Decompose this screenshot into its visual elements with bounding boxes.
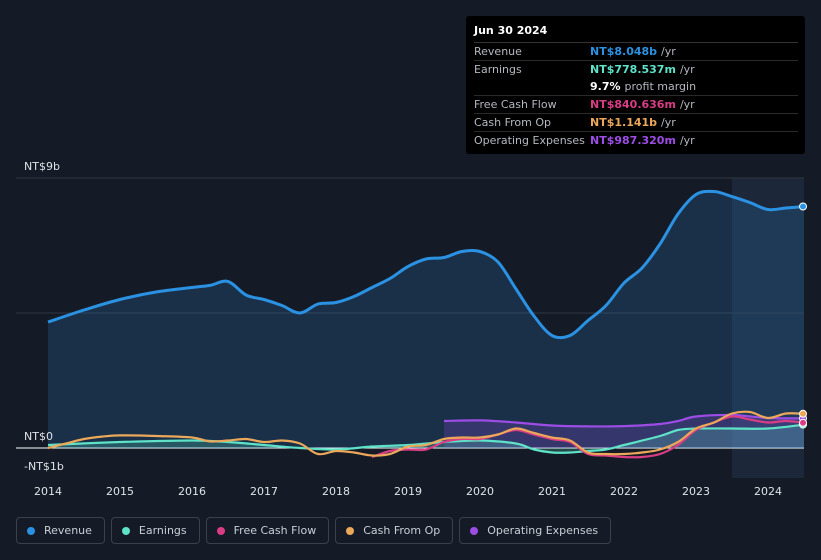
tooltip-label: Revenue xyxy=(474,45,522,58)
y-label-top: NT$9b xyxy=(24,160,60,173)
tooltip-unit: /yr xyxy=(679,134,695,147)
tooltip-row-fcf: Free Cash Flow NT$840.636m /yr xyxy=(474,96,798,114)
legend-item-revenue[interactable]: Revenue xyxy=(16,517,105,544)
legend-item-earnings[interactable]: Earnings xyxy=(110,517,200,544)
operating-expenses-line xyxy=(443,413,805,428)
x-tick-2023: 2023 xyxy=(682,485,710,498)
legend-dot-icon xyxy=(216,526,225,535)
end-markers xyxy=(799,202,807,429)
free-cash-flow-end-point xyxy=(799,418,807,427)
legend-item-free-cash-flow[interactable]: Free Cash Flow xyxy=(205,517,330,544)
tooltip-value: NT$8.048b xyxy=(590,45,658,58)
tooltip-label: Free Cash Flow xyxy=(474,98,557,111)
legend-label: Earnings xyxy=(138,524,187,537)
legend-label: Cash From Op xyxy=(363,524,441,537)
legend-dot-icon xyxy=(470,526,479,535)
x-tick-2024: 2024 xyxy=(754,485,782,498)
legend-dot-icon xyxy=(346,526,355,535)
series-layer xyxy=(47,189,805,459)
tooltip-row-cfo: Cash From Op NT$1.141b /yr xyxy=(474,114,798,132)
earnings-area xyxy=(48,424,804,453)
tooltip-label: Cash From Op xyxy=(474,116,552,129)
x-tick-2015: 2015 xyxy=(106,485,134,498)
tooltip-value: NT$778.537m xyxy=(590,63,676,76)
chart-area: NT$9b NT$0 -NT$1b 2014 2015 2016 2017 2018 20… xyxy=(16,160,807,498)
x-tick-2017: 2017 xyxy=(250,485,278,498)
legend-dot-icon xyxy=(27,526,35,535)
revenue-end-point xyxy=(799,202,807,211)
tooltip-label xyxy=(474,78,590,95)
x-tick-2022: 2022 xyxy=(610,485,638,498)
x-tick-2014: 2014 xyxy=(34,485,62,498)
x-tick-2020: 2020 xyxy=(466,485,494,498)
free-cash-flow-line xyxy=(371,415,805,459)
tooltip-unit: /yr xyxy=(661,116,676,129)
revenue-line xyxy=(47,189,805,340)
tooltip-row-earnings: Earnings NT$778.537m /yr xyxy=(474,61,798,78)
tooltip-label: Earnings xyxy=(474,63,522,76)
tooltip-value: NT$1.141b xyxy=(590,116,658,129)
tooltip-label: Operating Expenses xyxy=(474,134,585,147)
legend-dot-icon xyxy=(121,526,130,535)
tooltip-row-margin: 9.7% profit margin xyxy=(474,78,798,96)
revenue-area xyxy=(48,191,804,448)
legend-label: Operating Expenses xyxy=(487,524,599,537)
tooltip-date: Jun 30 2024 xyxy=(474,23,798,43)
legend-label: Free Cash Flow xyxy=(233,524,317,537)
y-label-zero: NT$0 xyxy=(24,430,53,443)
x-tick-2018: 2018 xyxy=(322,485,350,498)
tooltip-unit: /yr xyxy=(679,98,695,111)
legend-item-operating-expenses[interactable]: Operating Expenses xyxy=(459,517,612,544)
x-tick-2016: 2016 xyxy=(178,485,206,498)
legend: Revenue Earnings Free Cash Flow Cash Fro… xyxy=(16,517,612,544)
cash-from-op-line xyxy=(47,410,805,457)
tooltip-value: NT$987.320m xyxy=(590,134,676,147)
tooltip-unit: profit margin xyxy=(624,80,697,93)
x-tick-2019: 2019 xyxy=(394,485,422,498)
cash-from-op-end-point xyxy=(799,409,807,418)
tooltip-unit: /yr xyxy=(661,45,676,58)
x-axis-ticks: 2014 2015 2016 2017 2018 2019 2020 2021 2022 2023… xyxy=(34,485,782,498)
earnings-line xyxy=(47,423,805,454)
legend-item-cash-from-op[interactable]: Cash From Op xyxy=(335,517,454,544)
tooltip: Jun 30 2024 Revenue NT$8.048b /yr Earnin… xyxy=(466,16,805,154)
tooltip-unit: /yr xyxy=(679,63,695,76)
tooltip-row-opex: Operating Expenses NT$987.320m /yr xyxy=(474,132,798,149)
tooltip-value: 9.7% xyxy=(590,80,621,93)
x-tick-2021: 2021 xyxy=(538,485,566,498)
y-label-bottom: -NT$1b xyxy=(24,460,64,473)
tooltip-value: NT$840.636m xyxy=(590,98,676,111)
tooltip-row-revenue: Revenue NT$8.048b /yr xyxy=(474,43,798,61)
legend-label: Revenue xyxy=(44,524,92,537)
